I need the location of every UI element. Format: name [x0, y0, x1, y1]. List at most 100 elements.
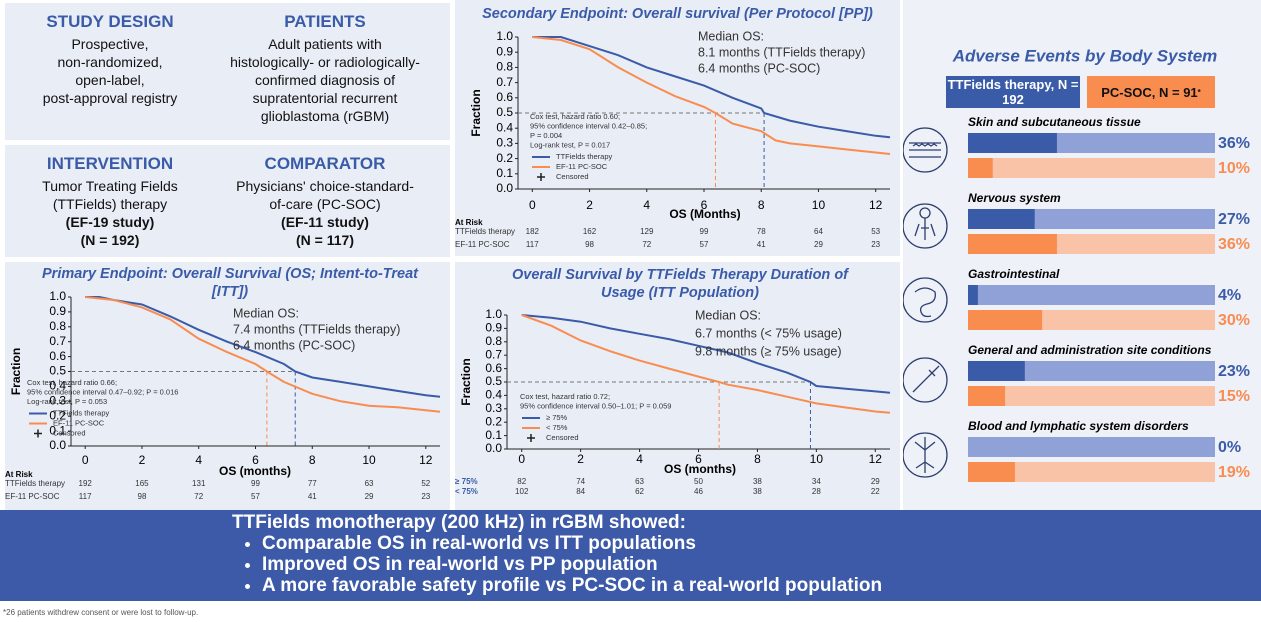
bar — [968, 361, 1025, 381]
box-line: (TTFields) therapy — [5, 195, 215, 213]
x-tick-label: 4 — [195, 453, 202, 467]
at-risk-count: 28 — [812, 487, 821, 496]
legend-entry: PC-SOC, N = 91* — [1087, 76, 1215, 108]
at-risk-count: 41 — [308, 492, 317, 501]
y-tick-label: 0.3 — [485, 401, 502, 415]
y-tick-label: 0.7 — [485, 347, 502, 361]
at-risk-count: 41 — [757, 240, 766, 249]
category-label: Nervous system — [968, 191, 1061, 205]
at-risk-count: 38 — [753, 477, 762, 486]
y-tick-label: 0.7 — [496, 75, 513, 89]
legend-censor-symbol — [527, 434, 535, 442]
category-label: Gastrointestinal — [968, 267, 1060, 281]
at-risk-count: 57 — [700, 240, 709, 249]
box-title: PATIENTS — [200, 11, 450, 33]
legend-entry: TTFields therapy, N = 192 — [946, 76, 1080, 108]
at-risk-count: 63 — [365, 479, 374, 488]
at-risk-count: 29 — [814, 240, 823, 249]
legend-label: PC-SOC, N = 91 — [1101, 85, 1197, 100]
box-line: glioblastoma (rGBM) — [200, 107, 450, 125]
legend-label: TTFields therapy — [556, 152, 613, 161]
at-risk-count: 192 — [79, 479, 93, 488]
legend-label: Censored — [53, 428, 86, 437]
at-risk-count: 98 — [138, 492, 147, 501]
at-risk-count: 23 — [421, 492, 430, 501]
box-line: histologically- or radiologically- — [200, 53, 450, 71]
at-risk-row-name: TTFields therapy — [455, 227, 515, 236]
primary-panel: Primary Endpoint: Overall Survival (OS; … — [5, 262, 450, 510]
legend-label: Censored — [546, 433, 579, 442]
bar — [968, 386, 1005, 406]
at-risk-row-name: < 75% — [455, 487, 478, 496]
x-tick-label: 0 — [529, 198, 536, 212]
at-risk-count: 53 — [871, 227, 880, 236]
bar — [968, 234, 1057, 254]
box-line: Physicians' choice-standard- — [200, 177, 450, 195]
x-tick-label: 12 — [419, 453, 433, 467]
y-tick-label: 0.8 — [496, 60, 513, 74]
bar — [968, 158, 993, 178]
category-label: General and administration site conditio… — [968, 343, 1212, 357]
stats-text: 95% confidence interval 0.50–1.01; P = 0… — [520, 401, 671, 410]
y-tick-label: 0.1 — [496, 166, 513, 180]
stats-text: Cox test, hazard ratio 0.66; — [27, 378, 117, 387]
y-tick-label: 0.9 — [485, 321, 502, 335]
at-risk-label: At Risk — [5, 470, 33, 479]
y-axis-label: Fraction — [459, 358, 473, 405]
box-title: STUDY DESIGN — [5, 11, 215, 33]
median-text: Median OS: — [695, 308, 761, 322]
x-tick-label: 10 — [810, 452, 824, 466]
banner-heading: TTFields monotherapy (200 kHz) in rGBM s… — [232, 512, 686, 533]
box-line: (N = 117) — [200, 231, 450, 249]
at-risk-row-name: EF-11 PC-SOC — [5, 492, 60, 501]
at-risk-count: 22 — [871, 487, 880, 496]
at-risk-count: 82 — [517, 477, 526, 486]
banner: TTFields monotherapy (200 kHz) in rGBM s… — [0, 510, 1261, 601]
at-risk-count: 77 — [308, 479, 317, 488]
y-tick-label: 0.4 — [496, 120, 513, 134]
bullet: A more favorable safety profile vs PC-SO… — [262, 575, 882, 596]
study-design: STUDY DESIGNProspective,non-randomized,o… — [5, 11, 215, 107]
category-label: Skin and subcutaneous tissue — [968, 115, 1141, 129]
y-tick-label: 1.0 — [496, 29, 513, 43]
footnote: *26 patients withdrew consent or were lo… — [3, 608, 198, 617]
x-tick-label: 4 — [643, 198, 650, 212]
at-risk-count: 57 — [251, 492, 260, 501]
at-risk-count: 23 — [871, 240, 880, 249]
y-tick-label: 0.7 — [49, 334, 66, 348]
x-tick-label: 12 — [869, 198, 883, 212]
x-tick-label: 8 — [309, 453, 316, 467]
value-label: 4% — [1218, 287, 1241, 304]
at-risk-row-name: EF-11 PC-SOC — [455, 240, 510, 249]
legend-label: EF-11 PC-SOC — [556, 162, 608, 171]
stats-text: P = 0.004 — [530, 131, 562, 140]
at-risk-count: 84 — [576, 487, 585, 496]
y-tick-label: 0.6 — [485, 361, 502, 375]
legend-label: TTFields therapy, N = 192 — [946, 77, 1080, 107]
box-line: (EF-11 study) — [200, 213, 450, 231]
y-tick-label: 0.5 — [485, 374, 502, 388]
bullet: Comparable OS in real-world vs ITT popul… — [262, 533, 882, 554]
at-risk-count: 117 — [526, 240, 539, 249]
value-label: 27% — [1218, 211, 1250, 228]
value-label: 0% — [1218, 439, 1241, 456]
legend-footnote-mark: * — [1198, 85, 1201, 100]
y-tick-label: 0.8 — [485, 334, 502, 348]
at-risk-count: 99 — [700, 227, 709, 236]
value-label: 23% — [1218, 363, 1250, 380]
at-risk-count: 117 — [79, 492, 92, 501]
x-tick-label: 2 — [577, 452, 584, 466]
page: {"study_design":{"title":"STUDY DESIGN",… — [0, 0, 1261, 622]
y-tick-label: 0.5 — [49, 364, 66, 378]
value-label: 30% — [1218, 312, 1250, 329]
chart-title: Adverse Events by Body System — [952, 46, 1218, 65]
bar — [968, 462, 1015, 482]
bar-track — [968, 437, 1215, 457]
bar-track — [968, 158, 1215, 178]
box-line: non-randomized, — [5, 53, 215, 71]
at-risk-count: 165 — [135, 479, 149, 488]
median-text: 8.1 months (TTFields therapy) — [698, 45, 865, 59]
bullet: Improved OS in real-world vs PP populati… — [262, 554, 882, 575]
